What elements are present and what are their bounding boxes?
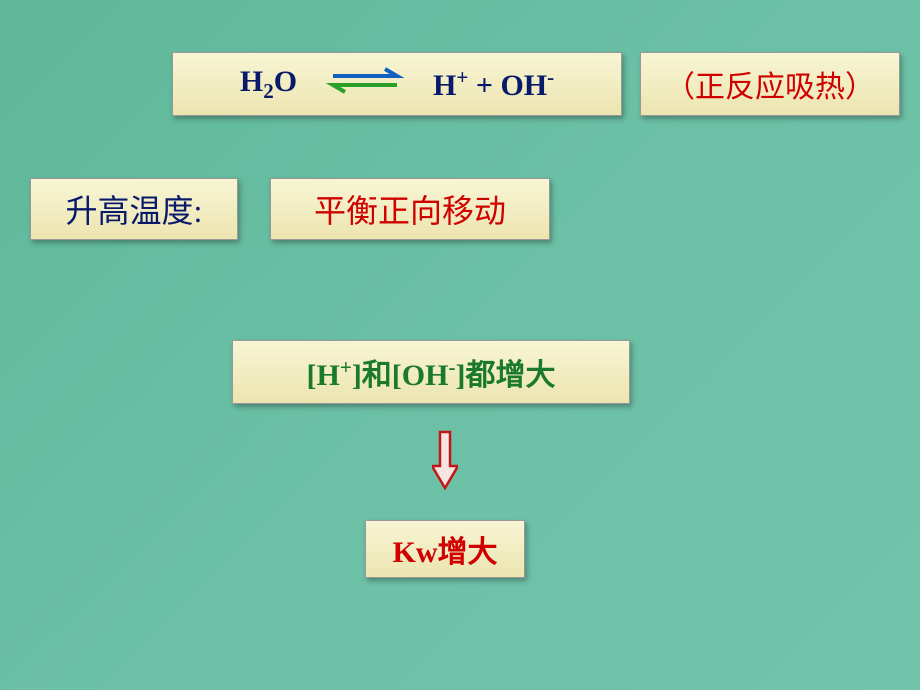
equilibrium-arrow — [325, 65, 405, 103]
endothermic-box: （正反应吸热） — [640, 52, 900, 116]
down-arrow-icon — [432, 430, 458, 490]
h2o: H2O — [240, 65, 297, 104]
kw-box: Kw增大 — [365, 520, 525, 578]
products: H+ + OH- — [433, 65, 554, 103]
shift-box: 平衡正向移动 — [270, 178, 550, 240]
equation-box: H2O H+ + OH- — [172, 52, 622, 116]
equation-text: H2O H+ + OH- — [240, 65, 554, 104]
temp-label-box: 升高温度: — [30, 178, 238, 240]
concentration-text: [H+]和[OH-]都增大 — [307, 350, 556, 394]
endothermic-text: （正反应吸热） — [665, 62, 875, 106]
temp-label-text: 升高温度: — [66, 186, 203, 232]
kw-text: Kw增大 — [393, 527, 498, 571]
concentration-box: [H+]和[OH-]都增大 — [232, 340, 630, 404]
shift-text: 平衡正向移动 — [314, 186, 506, 232]
